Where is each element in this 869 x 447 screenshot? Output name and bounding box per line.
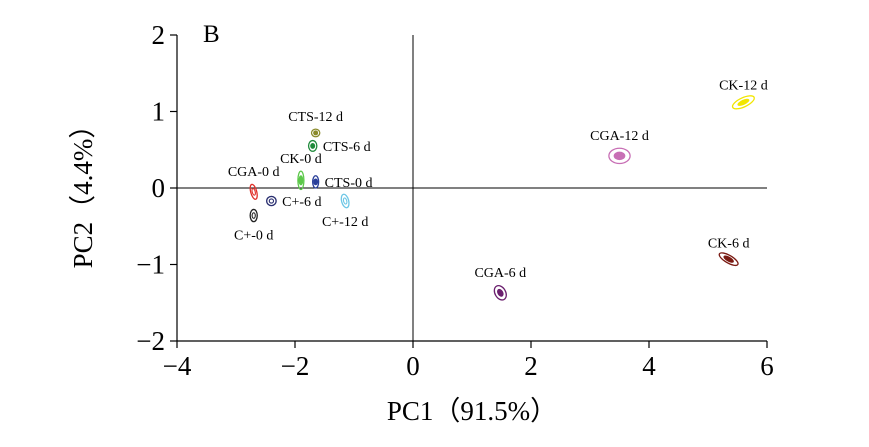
y-axis-title: PC2（4.4%） (68, 112, 98, 269)
point-label: C+-12 d (322, 215, 368, 230)
sample-group (718, 252, 739, 267)
point-label: CK-12 d (719, 79, 768, 94)
data-point (251, 212, 256, 219)
confidence-ellipse (297, 170, 305, 191)
y-tick-label: −2 (136, 326, 165, 356)
sample-group (249, 183, 258, 200)
data-point (613, 151, 626, 161)
data-point (723, 255, 734, 263)
confidence-ellipse (731, 95, 755, 110)
confidence-ellipse (249, 208, 258, 223)
x-tick-label: 2 (524, 351, 538, 381)
point-labels: CK-12 d CGA-12 d CK-6 d CGA-6 d CTS-12 d CTS-… (228, 79, 768, 281)
sample-group (266, 195, 277, 207)
confidence-ellipse (340, 193, 350, 209)
confidence-ellipse (310, 128, 321, 138)
point-label: CK-0 d (280, 152, 322, 167)
point-label: CTS-12 d (288, 110, 343, 125)
data-point (251, 187, 256, 196)
sample-group (731, 95, 755, 110)
point-label: CK-6 d (708, 236, 750, 251)
reference-lines (177, 35, 767, 341)
x-tick-label: −2 (281, 351, 310, 381)
point-label: CGA-0 d (228, 165, 280, 180)
x-tick-label: 4 (642, 351, 656, 381)
x-tick-label: −4 (163, 351, 192, 381)
point-label: CGA-12 d (590, 129, 649, 144)
sample-group (307, 139, 318, 152)
point-label: CGA-6 d (474, 266, 526, 281)
point-label: CTS-0 d (325, 176, 373, 191)
y-tick-label: −1 (136, 250, 165, 280)
y-tick-label: 0 (152, 173, 166, 203)
sample-group (493, 285, 507, 301)
point-label: C+-0 d (234, 229, 273, 244)
x-tick-label: 6 (760, 351, 774, 381)
data-point (497, 288, 504, 297)
y-tick-label: 1 (152, 97, 166, 127)
point-label: C+-6 d (282, 195, 321, 210)
panel-label: B (203, 21, 220, 48)
sample-group (297, 170, 305, 191)
confidence-ellipse (307, 139, 318, 152)
data-point (737, 98, 750, 106)
confidence-ellipse (608, 147, 631, 165)
sample-group (311, 175, 320, 189)
sample-groups (249, 95, 755, 301)
x-tick-label: 0 (406, 351, 420, 381)
data-point (313, 130, 319, 136)
sample-group (249, 208, 258, 223)
confidence-ellipse (266, 195, 277, 207)
data-point (310, 142, 316, 149)
data-point (313, 178, 319, 186)
confidence-ellipse (718, 252, 739, 267)
x-axis-title: PC1（91.5%） (387, 396, 557, 426)
data-point (298, 175, 304, 186)
sample-group (310, 128, 321, 138)
confidence-ellipse (493, 285, 507, 301)
y-tick-label: 2 (152, 20, 166, 50)
sample-group (608, 147, 631, 165)
sample-group (340, 193, 350, 209)
point-label: CTS-6 d (323, 140, 371, 155)
data-point (268, 198, 275, 204)
confidence-ellipse (311, 175, 320, 189)
data-point (342, 197, 348, 205)
confidence-ellipse (249, 183, 258, 200)
